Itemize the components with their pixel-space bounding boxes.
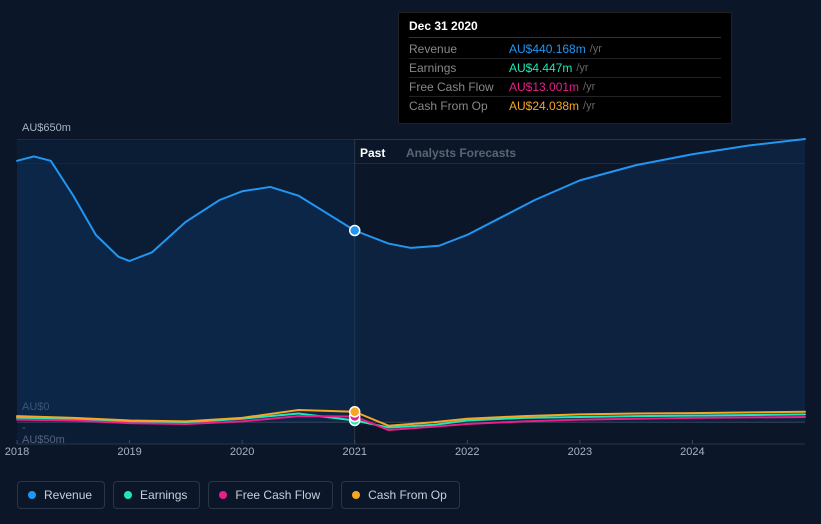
legend-dot-icon <box>219 491 227 499</box>
x-axis-tick-label: 2023 <box>568 446 592 458</box>
tooltip-row: Cash From OpAU$24.038m/yr <box>409 97 721 115</box>
chart-legend: Revenue Earnings Free Cash Flow Cash From O… <box>17 481 460 509</box>
tooltip-row-value: AU$440.168m <box>509 42 586 56</box>
x-axis-tick-label: 2021 <box>342 446 366 458</box>
legend-item-label: Cash From Op <box>368 488 447 502</box>
chart-svg <box>17 139 805 444</box>
tooltip-date: Dec 31 2020 <box>409 19 721 38</box>
tooltip-row-label: Earnings <box>409 61 509 75</box>
tooltip-row: RevenueAU$440.168m/yr <box>409 40 721 59</box>
x-axis-tick-label: 2024 <box>680 446 704 458</box>
tooltip-row-unit: /yr <box>576 62 588 74</box>
tooltip-row-value: AU$24.038m <box>509 99 579 113</box>
legend-dot-icon <box>28 491 36 499</box>
tooltip-row-unit: /yr <box>590 43 602 55</box>
tooltip-row-unit: /yr <box>583 100 595 112</box>
legend-item-label: Revenue <box>44 488 92 502</box>
y-axis-max-label: AU$650m <box>22 122 25 134</box>
tooltip-row-label: Free Cash Flow <box>409 80 509 94</box>
legend-dot-icon <box>352 491 360 499</box>
legend-item-label: Free Cash Flow <box>235 488 320 502</box>
tooltip-row-value: AU$13.001m <box>509 80 579 94</box>
legend-item-cfo[interactable]: Cash From Op <box>341 481 460 509</box>
legend-dot-icon <box>124 491 132 499</box>
x-axis-tick-label: 2022 <box>455 446 479 458</box>
chart-tooltip: Dec 31 2020 RevenueAU$440.168m/yrEarning… <box>398 12 732 124</box>
legend-item-fcf[interactable]: Free Cash Flow <box>208 481 333 509</box>
x-axis-tick-label: 2018 <box>5 446 29 458</box>
tooltip-row-label: Cash From Op <box>409 99 509 113</box>
tooltip-row: Free Cash FlowAU$13.001m/yr <box>409 78 721 97</box>
tooltip-row-value: AU$4.447m <box>509 61 572 75</box>
chart-plot-area[interactable] <box>17 139 805 444</box>
tooltip-row-unit: /yr <box>583 81 595 93</box>
tooltip-row: EarningsAU$4.447m/yr <box>409 59 721 78</box>
legend-item-earnings[interactable]: Earnings <box>113 481 200 509</box>
x-axis-tick-label: 2019 <box>117 446 141 458</box>
x-axis-tick-label: 2020 <box>230 446 254 458</box>
tooltip-row-label: Revenue <box>409 42 509 56</box>
legend-item-revenue[interactable]: Revenue <box>17 481 105 509</box>
legend-item-label: Earnings <box>140 488 187 502</box>
